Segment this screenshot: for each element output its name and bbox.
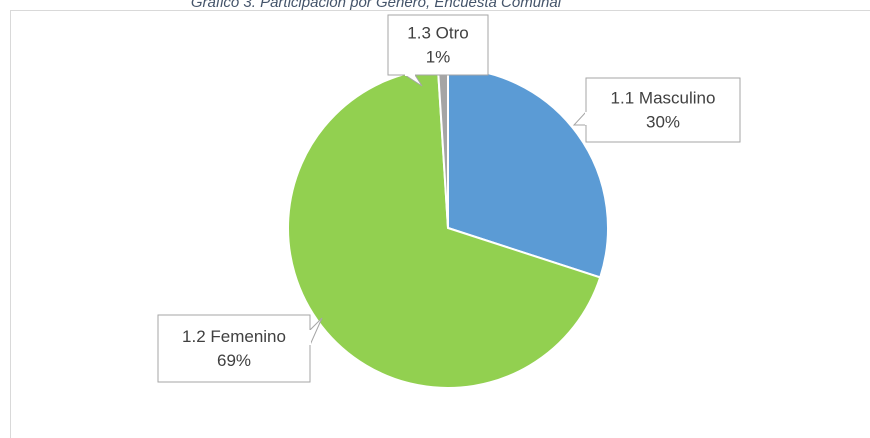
data-label-value: 1% [426, 47, 451, 66]
pie-slice [287, 67, 602, 389]
data-label-value: 69% [217, 351, 251, 370]
label-box [387, 14, 489, 76]
data-label-name: 1.1 Masculino [611, 88, 716, 107]
data-label-name: 1.2 Femenino [182, 327, 286, 346]
data-label-value: 30% [646, 112, 680, 131]
label-box [157, 314, 311, 383]
data-label-name: 1.3 Otro [407, 23, 468, 42]
chart-title: Gráfico 3. Participación por Género, Enc… [191, 0, 562, 11]
